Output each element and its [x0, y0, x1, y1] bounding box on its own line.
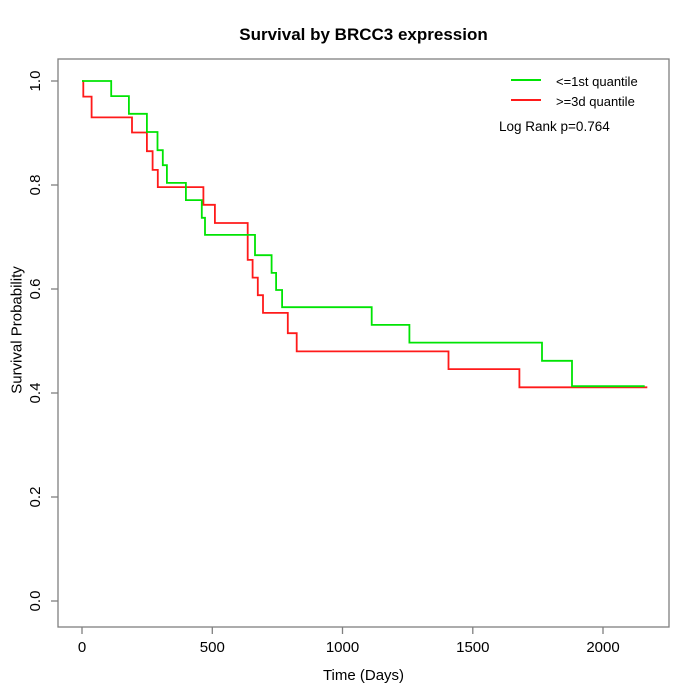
- y-axis-tick-label: 0.6: [27, 279, 44, 300]
- x-axis-label: Time (Days): [322, 667, 405, 684]
- legend-line-3d-quantile-icon: [511, 99, 541, 101]
- legend-line-1st-quantile-icon: [511, 79, 541, 81]
- x-axis-tick-label: 1500: [456, 639, 489, 656]
- y-axis-label: Survival Probability: [8, 266, 26, 394]
- log-rank-p-value: Log Rank p=0.764: [499, 119, 610, 134]
- legend-label-3d-quantile: >=3d quantile: [556, 94, 635, 109]
- legend-label-1st-quantile: <=1st quantile: [556, 74, 638, 89]
- y-axis-tick-label: 0.2: [27, 487, 44, 508]
- y-axis-tick-label: 1.0: [27, 71, 44, 92]
- y-axis-tick-label: 0.4: [27, 383, 44, 404]
- x-axis-tick-label: 2000: [586, 639, 619, 656]
- plot-border: [57, 58, 670, 628]
- x-axis-tick-label: 0: [78, 639, 86, 656]
- y-axis-tick-label: 0.0: [27, 591, 44, 612]
- survival-curve-ge-3d-quantile: [82, 80, 648, 389]
- x-axis-tick-label: 1000: [326, 639, 359, 656]
- y-axis-tick-label: 0.8: [27, 175, 44, 196]
- x-axis-tick-label: 500: [200, 639, 225, 656]
- survival-curve-le-1st-quantile: [82, 80, 645, 388]
- chart-title: Survival by BRCC3 expression: [239, 25, 488, 44]
